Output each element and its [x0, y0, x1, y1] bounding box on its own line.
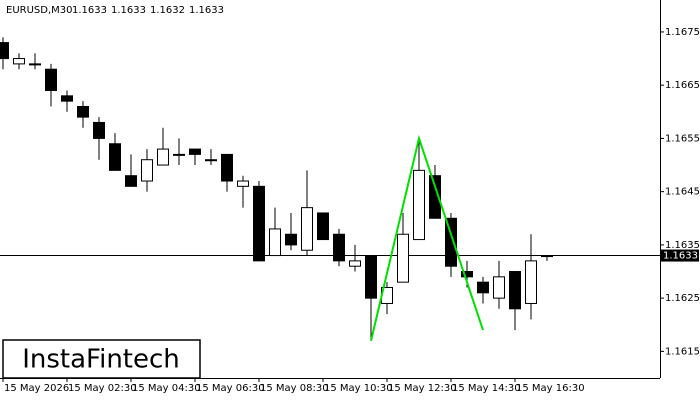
pattern-line: [370, 134, 484, 341]
candle-body: [477, 281, 489, 294]
candle-body: [317, 212, 329, 241]
y-tick-label: 1.1655: [665, 133, 700, 144]
candle-body: [0, 42, 9, 60]
candle-body: [141, 159, 153, 182]
candle-body: [541, 255, 553, 258]
candle-body: [349, 260, 361, 267]
last-price-label: 1.1633: [663, 251, 698, 262]
y-tick-label: 1.1635: [665, 240, 700, 251]
candle-body: [221, 153, 233, 182]
y-tick-label: 1.1625: [665, 293, 700, 304]
x-tick-label: 15 May 2026: [4, 383, 69, 394]
candle-body: [397, 233, 409, 283]
candle-body: [461, 271, 473, 278]
candle-body: [109, 143, 121, 171]
header-value: 1.1633: [111, 5, 146, 16]
candle-body: [269, 228, 281, 257]
candle-body: [413, 169, 425, 241]
y-tick-label: 1.1675: [665, 27, 700, 38]
x-tick-label: 15 May 08:30: [260, 383, 329, 394]
logo: InstaFintech: [22, 345, 180, 375]
chart-title: EURUSD,M30: [6, 5, 72, 16]
x-tick-label: 15 May 16:30: [516, 383, 585, 394]
candle-body: [45, 68, 57, 92]
candle-body: [77, 105, 89, 118]
candle-body: [13, 58, 25, 65]
header-value: 1.1633: [189, 5, 224, 16]
candle-body: [189, 148, 201, 155]
candle-body: [61, 95, 73, 102]
candle-body: [253, 185, 265, 262]
x-tick-label: 15 May 14:30: [452, 383, 521, 394]
candle-body: [93, 121, 105, 139]
candle-body: [205, 159, 217, 162]
x-tick-label: 15 May 02:30: [68, 383, 137, 394]
candle-body: [29, 63, 41, 66]
candle-body: [445, 217, 457, 267]
candle-body: [429, 175, 441, 219]
candle-body: [237, 180, 249, 187]
candle-body: [333, 233, 345, 262]
candle-body: [285, 233, 297, 246]
candle-body: [493, 276, 505, 299]
logo-box: [2, 339, 201, 379]
candle-body: [509, 271, 521, 310]
x-tick-label: 15 May 10:30: [324, 383, 393, 394]
y-tick-label: 1.1645: [665, 187, 700, 198]
y-tick-label: 1.1665: [665, 80, 700, 91]
candle-body: [525, 260, 537, 304]
candle-body: [125, 175, 137, 187]
x-tick-label: 15 May 06:30: [196, 383, 265, 394]
header-value: 1.1633: [72, 5, 107, 16]
candle-body: [365, 255, 377, 299]
candle-body: [301, 207, 313, 251]
x-tick-label: 15 May 04:30: [132, 383, 201, 394]
last-price-box: [661, 249, 699, 262]
y-tick-label: 1.1615: [665, 346, 700, 357]
header-value: 1.1632: [150, 5, 185, 16]
x-tick-label: 15 May 12:30: [388, 383, 457, 394]
candle-body: [157, 148, 169, 166]
candle-body: [173, 153, 185, 156]
